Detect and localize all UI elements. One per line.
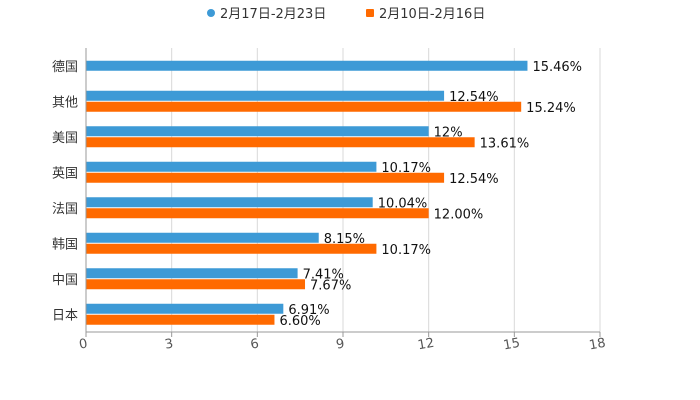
bar-series-1 (86, 232, 319, 243)
data-label: 13.61% (480, 136, 530, 151)
data-labels: 15.46% 12.54% 15.24% 12% 13.61% 10.17% 12.54% 1… (279, 60, 582, 329)
data-label: 10.04% (378, 196, 428, 211)
x-tick-label: 15 (502, 336, 521, 354)
data-label: 12.54% (449, 90, 499, 105)
data-label: 8.15% (324, 232, 365, 247)
category-label: 其他 (52, 95, 78, 110)
bar-series-1 (86, 90, 445, 101)
legend-label-series-2: 2月10日-2月16日 (379, 7, 485, 22)
bar-series-2 (86, 208, 429, 219)
data-label: 7.41% (303, 267, 344, 282)
category-label: 中国 (52, 273, 78, 288)
x-tick-label: 12 (417, 336, 436, 354)
x-tick-label: 9 (335, 336, 346, 352)
category-label: 法国 (52, 202, 78, 217)
data-label: 15.24% (526, 101, 576, 116)
data-label: 12.54% (449, 172, 499, 187)
legend-marker-series-1 (207, 9, 215, 17)
bar-series-2 (86, 314, 275, 325)
bar-series-1 (86, 60, 528, 71)
bar-series-1 (86, 303, 284, 314)
data-label: 15.46% (532, 60, 582, 75)
category-label: 日本 (52, 308, 78, 323)
bar-series-1 (86, 161, 377, 172)
bar-series-2 (86, 137, 475, 148)
data-label: 6.60% (279, 314, 320, 329)
x-tick-label: 18 (588, 336, 607, 354)
grid-lines (171, 48, 601, 332)
bar-series-2 (86, 279, 306, 290)
category-label: 美国 (52, 131, 78, 146)
category-label: 英国 (52, 166, 78, 181)
data-label: 6.91% (288, 303, 329, 318)
bar-series-2 (86, 243, 377, 254)
bar-series-1 (86, 126, 429, 137)
bar-series-1 (86, 268, 298, 279)
x-tick-label: 6 (249, 336, 260, 352)
x-axis: 0 3 6 9 12 15 18 (78, 48, 607, 353)
bar-series-2 (86, 172, 445, 183)
data-label: 12% (434, 125, 463, 140)
legend-label-series-1: 2月17日-2月23日 (220, 7, 326, 22)
legend-marker-series-2 (366, 9, 374, 17)
data-label: 10.17% (381, 161, 431, 176)
x-tick-label: 0 (78, 336, 89, 352)
category-label: 韩国 (52, 237, 78, 252)
x-tick-label: 3 (164, 336, 175, 352)
bar-series-1 (86, 197, 373, 208)
bar-series-2 (86, 101, 522, 112)
bars (86, 60, 528, 325)
data-label: 10.17% (381, 243, 431, 258)
data-label: 7.67% (310, 278, 351, 293)
legend: 2月17日-2月23日 2月10日-2月16日 (207, 7, 485, 22)
category-label: 德国 (52, 60, 78, 75)
data-label: 12.00% (434, 207, 484, 222)
